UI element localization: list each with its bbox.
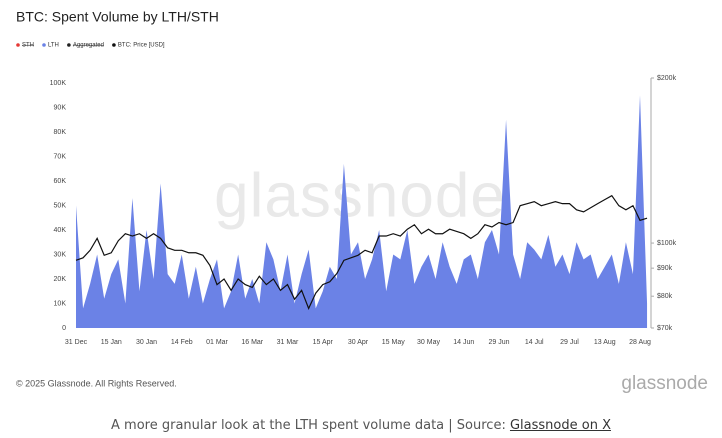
y-tick-label: 40K — [54, 227, 67, 234]
y-tick-label: 0 — [62, 325, 66, 332]
chart-title: BTC: Spent Volume by LTH/STH — [16, 9, 219, 25]
legend-item[interactable]: LTH — [42, 43, 59, 49]
y-tick-label: 100K — [50, 80, 67, 87]
caption: A more granular look at the LTH spent vo… — [0, 418, 722, 433]
y-tick-label: 20K — [54, 276, 67, 283]
legend-label: LTH — [48, 43, 59, 49]
x-tick-label: 30 Apr — [348, 339, 369, 346]
x-tick-label: 15 Apr — [313, 339, 334, 346]
x-tick-label: 30 Jan — [136, 339, 157, 346]
x-tick-label: 16 Mar — [241, 339, 263, 346]
x-tick-label: 29 Jul — [560, 339, 579, 346]
x-tick-label: 14 Feb — [171, 339, 193, 346]
y2-tick-label: $100k — [657, 240, 677, 247]
legend-item[interactable]: Aggregated — [67, 43, 104, 49]
x-tick-label: 01 Mar — [206, 339, 228, 346]
x-tick-label: 31 Dec — [65, 339, 88, 346]
y-tick-label: 60K — [54, 178, 67, 185]
legend-label: BTC: Price [USD] — [118, 43, 165, 49]
watermark: glassnode — [214, 161, 506, 230]
legend-label: STH — [22, 43, 34, 49]
y-tick-label: 80K — [54, 129, 67, 136]
legend-item[interactable]: BTC: Price [USD] — [112, 43, 165, 49]
x-tick-label: 14 Jun — [453, 339, 474, 346]
caption-text: A more granular look at the LTH spent vo… — [111, 418, 510, 433]
y2-tick-label: $200k — [657, 75, 677, 82]
x-tick-label: 15 May — [382, 339, 405, 346]
x-tick-label: 14 Jul — [525, 339, 544, 346]
x-tick-label: 30 May — [417, 339, 440, 346]
legend-swatch — [112, 43, 116, 47]
y2-tick-label: $80k — [657, 293, 673, 300]
x-tick-label: 29 Jun — [488, 339, 509, 346]
x-tick-label: 13 Aug — [594, 339, 616, 346]
chart: glassnode BTC: Spent Volume by LTH/STH ©… — [16, 9, 708, 394]
lth-area — [76, 95, 648, 328]
source-link[interactable]: Glassnode on X — [509, 418, 611, 433]
y-tick-label: 50K — [54, 202, 67, 209]
x-tick-label: 31 Mar — [277, 339, 299, 346]
legend-label: Aggregated — [73, 43, 104, 49]
y2-tick-label: $90k — [657, 265, 673, 272]
price-line — [75, 194, 648, 310]
y-tick-label: 10K — [54, 300, 67, 307]
y2-tick-label: $70k — [657, 325, 673, 332]
legend-swatch — [16, 43, 20, 47]
x-tick-label: 28 Aug — [629, 339, 651, 346]
y-tick-label: 70K — [54, 153, 67, 160]
legend-item[interactable]: STH — [16, 43, 34, 49]
y-tick-label: 90K — [54, 104, 67, 111]
x-tick-label: 15 Jan — [101, 339, 122, 346]
logo: glassnode — [621, 373, 708, 394]
footer: © 2025 Glassnode. All Rights Reserved. — [16, 378, 177, 388]
legend-swatch — [67, 43, 71, 47]
y-tick-label: 30K — [54, 251, 67, 258]
legend-swatch — [42, 43, 46, 47]
